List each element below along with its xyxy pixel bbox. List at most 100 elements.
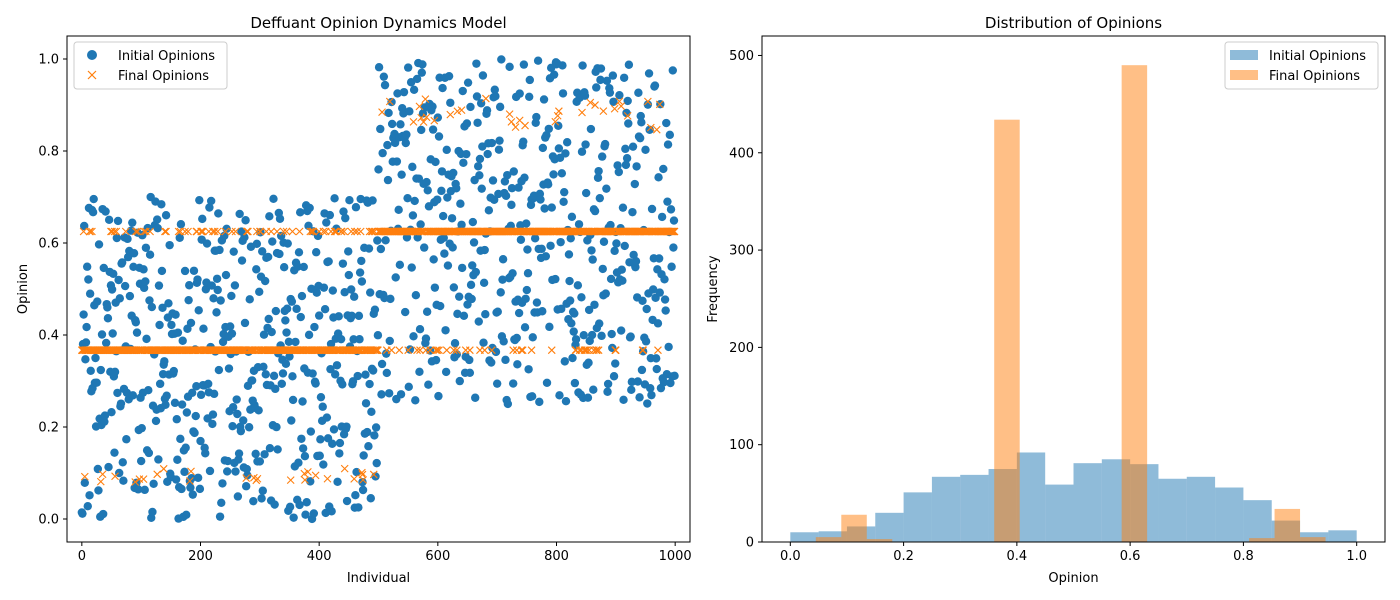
initial-opinion-point — [490, 85, 499, 94]
initial-opinion-point — [536, 195, 545, 204]
initial-opinion-point — [401, 138, 410, 148]
initial-opinion-point — [567, 212, 577, 222]
initial-opinion-point — [663, 140, 673, 149]
initial-opinion-point — [173, 455, 182, 464]
initial-opinion-point — [450, 339, 460, 348]
initial-opinion-point — [139, 265, 148, 274]
initial-opinion-point — [487, 358, 496, 367]
initial-opinion-point — [358, 477, 367, 487]
scatter-legend-initial-label: Initial Opinions — [118, 49, 215, 64]
initial-opinion-point — [258, 486, 267, 495]
histogram-x-tick-label: 0.8 — [1233, 549, 1254, 564]
initial-opinion-point — [441, 367, 451, 377]
initial-opinion-point — [261, 370, 270, 379]
final-opinion-point — [340, 464, 349, 473]
histogram-y-tick-label: 200 — [729, 341, 754, 356]
histogram-bar-initial — [903, 492, 932, 542]
initial-opinion-point — [555, 391, 564, 400]
final-opinion-point — [457, 106, 466, 115]
final-opinion-point — [295, 227, 304, 236]
initial-opinion-point — [452, 350, 462, 359]
initial-opinion-point — [196, 390, 206, 400]
final-opinion-point — [273, 227, 281, 236]
final-opinion-point — [337, 227, 346, 236]
final-opinion-point — [80, 472, 89, 481]
initial-opinion-point — [638, 296, 647, 305]
initial-opinion-point — [180, 266, 190, 276]
initial-opinion-point — [176, 434, 185, 444]
initial-opinion-point — [162, 391, 171, 400]
initial-opinion-point — [619, 73, 629, 82]
initial-opinion-point — [527, 392, 537, 401]
histogram-x-tick-label: 0.6 — [1120, 549, 1141, 564]
final-opinion-point — [578, 108, 586, 117]
final-opinion-point — [198, 227, 207, 236]
final-opinion-point — [617, 102, 626, 111]
initial-opinion-point — [622, 154, 632, 163]
initial-opinion-point — [635, 133, 645, 143]
final-opinion-point — [359, 476, 367, 484]
initial-opinion-point — [603, 379, 613, 389]
scatter-y-tick-label: 0.8 — [38, 145, 59, 160]
initial-opinion-point — [83, 501, 92, 511]
initial-opinion-point — [171, 475, 181, 484]
initial-opinion-point — [443, 261, 453, 270]
initial-opinion-point — [218, 337, 228, 347]
histogram-x-tick-label: 0.0 — [780, 549, 801, 564]
initial-opinion-point — [649, 285, 658, 294]
initial-opinion-point — [189, 266, 199, 275]
initial-opinion-point — [561, 149, 570, 158]
initial-opinion-point — [359, 451, 368, 460]
initial-opinion-point — [602, 184, 611, 193]
initial-opinion-point — [145, 296, 154, 305]
initial-opinion-point — [306, 427, 316, 436]
initial-opinion-point — [104, 462, 113, 472]
final-opinion-point — [358, 468, 366, 477]
initial-opinion-point — [436, 301, 445, 311]
initial-opinion-point — [110, 448, 119, 457]
final-opinion-point — [547, 346, 556, 355]
scatter-x-ticks: 0 200 400 600 800 1000 — [78, 542, 692, 564]
initial-opinion-point — [419, 243, 429, 252]
final-opinion-point — [187, 467, 195, 476]
final-opinion-point — [611, 346, 620, 355]
initial-opinion-point — [595, 193, 605, 203]
scatter-y-label: Opinion — [16, 264, 31, 314]
initial-opinion-point — [428, 125, 438, 134]
initial-opinion-point — [519, 137, 528, 146]
initial-opinion-point — [664, 342, 673, 352]
initial-opinion-point — [554, 144, 564, 153]
initial-opinion-point — [408, 211, 418, 220]
initial-opinion-point — [652, 364, 661, 374]
final-opinion-point — [244, 227, 252, 236]
initial-opinion-point — [154, 281, 164, 290]
initial-opinion-point — [103, 314, 113, 323]
initial-opinion-point — [85, 289, 95, 298]
initial-opinion-point — [305, 203, 314, 213]
initial-opinion-point — [296, 312, 305, 322]
final-opinion-point — [347, 227, 356, 236]
scatter-x-tick-label: 1000 — [659, 549, 692, 564]
initial-opinion-point — [643, 399, 652, 408]
initial-opinion-point — [467, 294, 476, 304]
initial-opinion-point — [465, 355, 474, 365]
initial-opinion-point — [129, 249, 139, 258]
initial-opinion-point — [528, 333, 537, 342]
initial-opinion-point — [196, 436, 205, 446]
initial-opinion-point — [412, 74, 422, 84]
initial-opinion-point — [100, 411, 110, 420]
initial-opinion-point — [172, 415, 181, 424]
final-opinion-point — [433, 346, 442, 355]
initial-opinion-point — [282, 328, 291, 337]
initial-opinion-point — [94, 486, 103, 495]
initial-opinion-point — [299, 262, 308, 272]
initial-opinion-point — [187, 388, 197, 397]
initial-opinion-point — [643, 100, 653, 109]
histogram-y-tick-label: 400 — [729, 146, 754, 161]
initial-opinion-point — [340, 288, 349, 297]
histogram-legend-final-label: Final Opinions — [1269, 69, 1360, 84]
initial-opinion-point — [490, 195, 499, 204]
initial-opinion-point — [544, 124, 553, 134]
initial-opinion-point — [177, 484, 186, 494]
initial-opinion-point — [431, 355, 441, 365]
